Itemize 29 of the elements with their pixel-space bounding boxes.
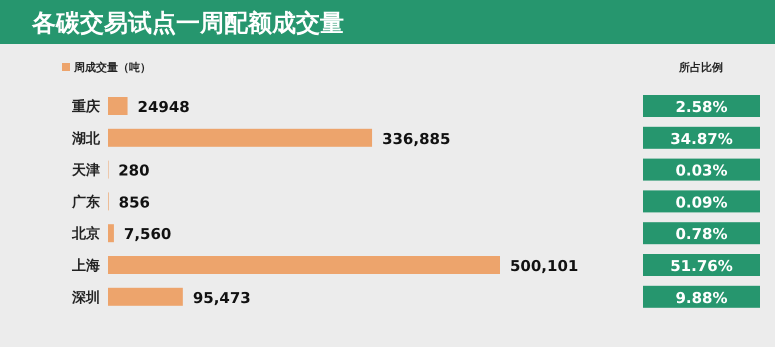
data-label: 856 [118,193,150,212]
bar [108,97,128,115]
bar [108,288,183,306]
text: 34.87% [670,130,733,148]
y-tick-label: 湖北 [71,130,101,147]
text: 0.03% [675,162,728,180]
y-tick-label: 北京 [71,225,100,242]
text: 所占比例 [678,61,723,74]
data-label: 336,885 [382,130,450,148]
text: 0.09% [675,193,728,212]
bar [108,128,372,147]
legend-label: 周成交量（吨） [73,61,151,74]
bar [108,256,500,274]
data-label: 280 [118,162,150,180]
data-label: 24948 [138,98,190,116]
data-label: 7,560 [124,225,172,244]
y-tick-label: 重庆 [71,98,100,115]
y-tick-label: 广东 [71,193,100,210]
chart-title: 各碳交易试点一周配额成交量 [31,9,344,37]
data-label: 500,101 [510,257,578,275]
y-tick-label: 上海 [71,258,100,274]
text: 0.78% [675,225,728,244]
text: 9.88% [675,288,728,307]
y-tick-label: 深圳 [71,290,100,306]
data-label: 95,473 [192,288,251,307]
text: 2.58% [675,98,728,116]
y-tick-label: 天津 [71,162,100,179]
text: 51.76% [670,257,733,275]
bar [108,224,114,242]
